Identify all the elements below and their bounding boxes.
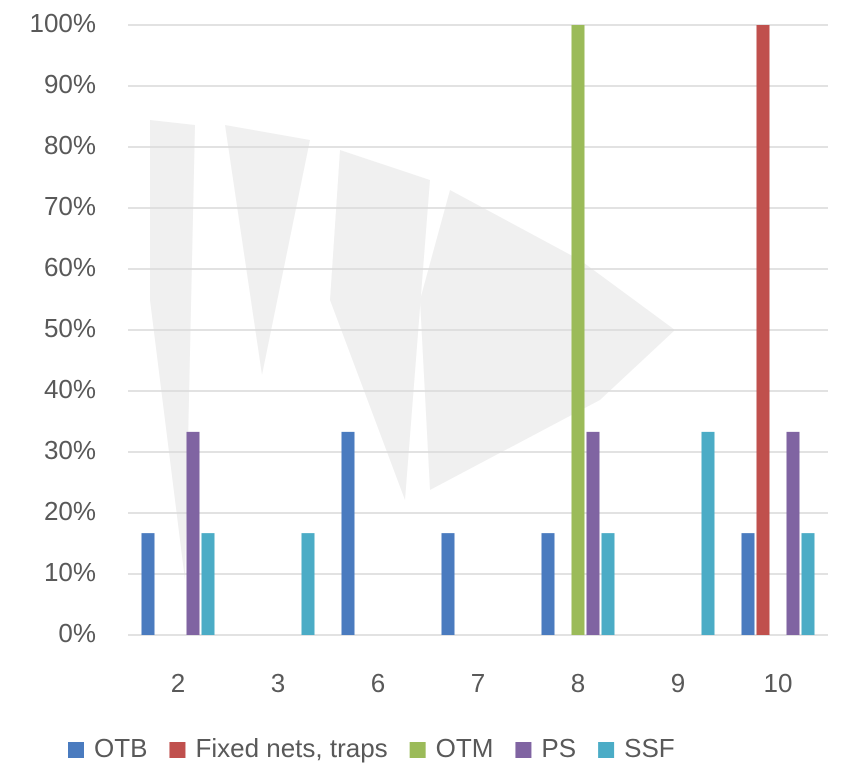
y-tick-label: 0% — [58, 618, 96, 648]
x-tick-label: 2 — [171, 668, 185, 698]
y-tick-label: 50% — [44, 313, 96, 343]
y-tick-label: 10% — [44, 557, 96, 587]
x-tick-label: 6 — [371, 668, 385, 698]
bar — [571, 25, 585, 635]
y-tick-label: 80% — [44, 130, 96, 160]
bar — [341, 431, 355, 635]
bar — [541, 533, 555, 635]
bar — [586, 431, 600, 635]
legend-swatch — [598, 742, 615, 758]
legend-label: SSF — [624, 733, 675, 763]
y-tick-label: 100% — [30, 8, 97, 38]
bar — [701, 431, 715, 635]
bar — [786, 431, 800, 635]
legend-swatch — [409, 742, 426, 758]
legend-label: PS — [541, 733, 576, 763]
bar — [301, 533, 315, 635]
x-tick-label: 10 — [764, 668, 793, 698]
legend-swatch — [169, 742, 186, 758]
bar — [441, 533, 455, 635]
y-tick-label: 20% — [44, 496, 96, 526]
y-tick-label: 90% — [44, 69, 96, 99]
bar — [601, 533, 615, 635]
legend-label: OTB — [94, 733, 147, 763]
y-tick-label: 60% — [44, 252, 96, 282]
legend-label: OTM — [436, 733, 494, 763]
legend-swatch — [515, 742, 532, 758]
bar — [201, 533, 215, 635]
bar — [141, 533, 155, 635]
legend-label: Fixed nets, traps — [195, 733, 387, 763]
bar — [741, 533, 755, 635]
x-tick-label: 7 — [471, 668, 485, 698]
y-tick-label: 30% — [44, 435, 96, 465]
x-tick-label: 8 — [571, 668, 585, 698]
x-tick-label: 3 — [271, 668, 285, 698]
x-tick-label: 9 — [671, 668, 685, 698]
watermark — [150, 120, 675, 580]
bar — [186, 431, 200, 635]
y-tick-label: 70% — [44, 191, 96, 221]
bar — [801, 533, 815, 635]
bar — [756, 25, 770, 635]
y-tick-label: 40% — [44, 374, 96, 404]
legend-swatch — [68, 742, 84, 758]
